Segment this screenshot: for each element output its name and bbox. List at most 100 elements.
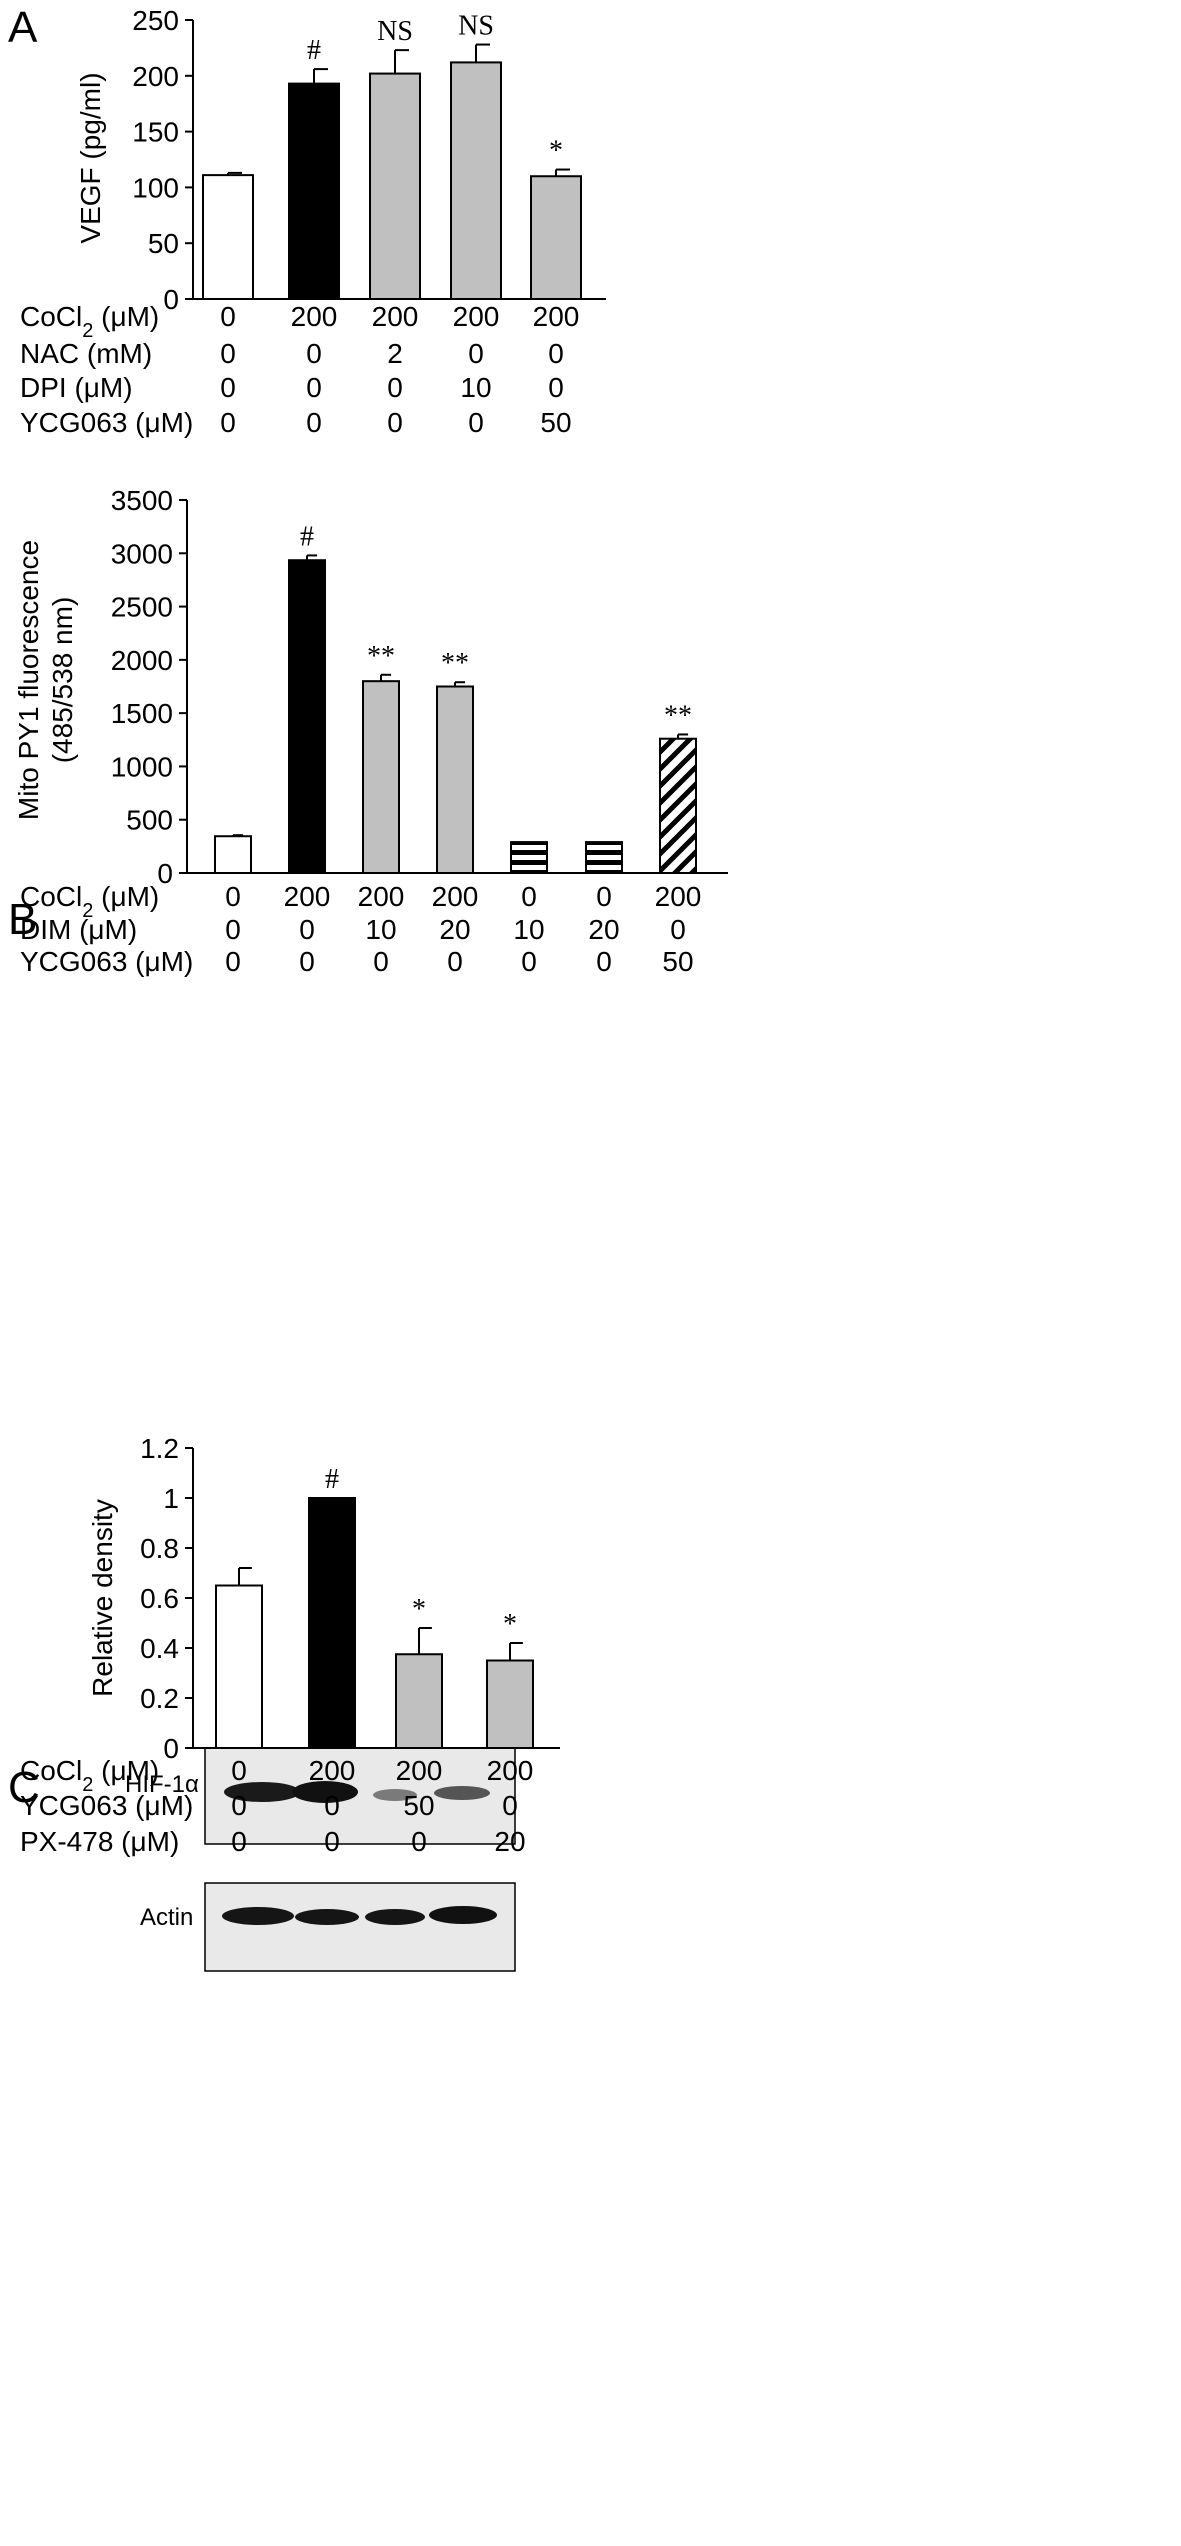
condition-label: YCG063 (μM)	[20, 407, 193, 438]
bar	[362, 680, 400, 875]
condition-label: NAC (mM)	[20, 338, 152, 369]
significance-label: *	[503, 1609, 517, 1640]
condition-value: 0	[306, 407, 322, 438]
significance-label: #	[307, 35, 321, 66]
condition-value: 0	[306, 338, 322, 369]
condition-value: 0	[670, 914, 686, 945]
condition-value: 0	[387, 407, 403, 438]
condition-label: YCG063 (μM)	[20, 946, 193, 977]
bar	[308, 1497, 356, 1749]
y-tick-label: 1000	[111, 751, 173, 782]
y-tick-label: 1	[163, 1483, 179, 1514]
bar	[395, 1653, 443, 1749]
condition-value: 10	[513, 914, 544, 945]
blot-band	[295, 1909, 359, 1925]
condition-value: 0	[231, 1826, 247, 1857]
condition-value: 50	[662, 946, 693, 977]
blot-band	[222, 1907, 294, 1925]
y-axis-title: Mito PY1 fluorescence	[13, 540, 44, 820]
condition-value: 0	[468, 407, 484, 438]
condition-value: 0	[548, 372, 564, 403]
blot-label-hif1a: HIF-1α	[125, 1771, 199, 1798]
condition-value: 0	[596, 946, 612, 977]
bar	[486, 1659, 534, 1749]
bar	[436, 685, 474, 874]
panel-letter-b: B	[8, 895, 37, 944]
condition-value: 0	[324, 1826, 340, 1857]
condition-value: 0	[447, 946, 463, 977]
y-tick-label: 0.4	[140, 1633, 179, 1664]
condition-value: 10	[460, 372, 491, 403]
significance-label: #	[325, 1464, 339, 1495]
y-tick-label: 3500	[111, 485, 173, 516]
condition-value: 0	[220, 407, 236, 438]
condition-value: 0	[324, 1790, 340, 1821]
significance-label: NS	[458, 11, 494, 42]
y-axis-title-line2: (485/538 nm)	[47, 597, 78, 764]
y-tick-label: 100	[132, 172, 179, 203]
condition-value: 0	[548, 338, 564, 369]
y-tick-label: 1500	[111, 698, 173, 729]
y-tick-label: 0	[157, 858, 173, 889]
bar	[510, 841, 548, 875]
y-tick-label: 50	[148, 228, 179, 259]
y-tick-label: 150	[132, 117, 179, 148]
condition-value: 0	[231, 1790, 247, 1821]
blot-band	[434, 1786, 490, 1800]
condition-value: 0	[468, 338, 484, 369]
condition-value: 200	[372, 301, 419, 332]
significance-label: *	[549, 136, 563, 167]
bar	[369, 72, 421, 301]
condition-value: 0	[299, 914, 315, 945]
significance-label: **	[664, 700, 692, 731]
y-axis-title: Relative density	[87, 1499, 118, 1697]
condition-value: 0	[596, 881, 612, 912]
y-tick-label: 200	[132, 61, 179, 92]
condition-value: 20	[588, 914, 619, 945]
y-tick-label: 1.2	[140, 1433, 179, 1464]
y-tick-label: 0.6	[140, 1583, 179, 1614]
y-tick-label: 0.8	[140, 1533, 179, 1564]
condition-value: 0	[502, 1790, 518, 1821]
condition-value: 0	[225, 946, 241, 977]
condition-value: 10	[365, 914, 396, 945]
condition-value: 0	[387, 372, 403, 403]
condition-label: DIM (μM)	[20, 914, 137, 945]
y-tick-label: 500	[126, 805, 173, 836]
blot-band	[429, 1906, 497, 1924]
condition-value: 0	[521, 881, 537, 912]
blot-actin-panel: Actin	[140, 1882, 516, 1972]
condition-value: 0	[225, 881, 241, 912]
blot-actin-membrane	[204, 1882, 516, 1972]
blot-hif1a-panel: HIF-1α	[125, 1747, 516, 1845]
bar	[288, 559, 326, 874]
condition-value: 0	[411, 1826, 427, 1857]
significance-label: **	[367, 641, 395, 672]
blot-label-actin: Actin	[140, 1904, 193, 1931]
y-tick-label: 2500	[111, 592, 173, 623]
y-axis-title: VEGF (pg/ml)	[75, 72, 106, 243]
significance-label: NS	[377, 16, 413, 47]
condition-value: 0	[299, 946, 315, 977]
y-tick-label: 0	[163, 284, 179, 315]
condition-value: 200	[396, 1755, 443, 1786]
bar	[659, 737, 697, 874]
condition-value: 0	[373, 946, 389, 977]
y-tick-label: 250	[132, 5, 179, 36]
condition-value: 200	[284, 881, 331, 912]
condition-value: 20	[494, 1826, 525, 1857]
bar	[202, 174, 254, 300]
blot-band	[224, 1782, 300, 1802]
condition-value: 200	[432, 881, 479, 912]
condition-value: 0	[220, 372, 236, 403]
significance-label: **	[441, 648, 469, 679]
y-tick-label: 0.2	[140, 1683, 179, 1714]
condition-value: 2	[387, 338, 403, 369]
y-tick-label: 3000	[111, 538, 173, 569]
bar	[450, 61, 502, 300]
condition-value: 200	[487, 1755, 534, 1786]
condition-label: DPI (μM)	[20, 372, 133, 403]
